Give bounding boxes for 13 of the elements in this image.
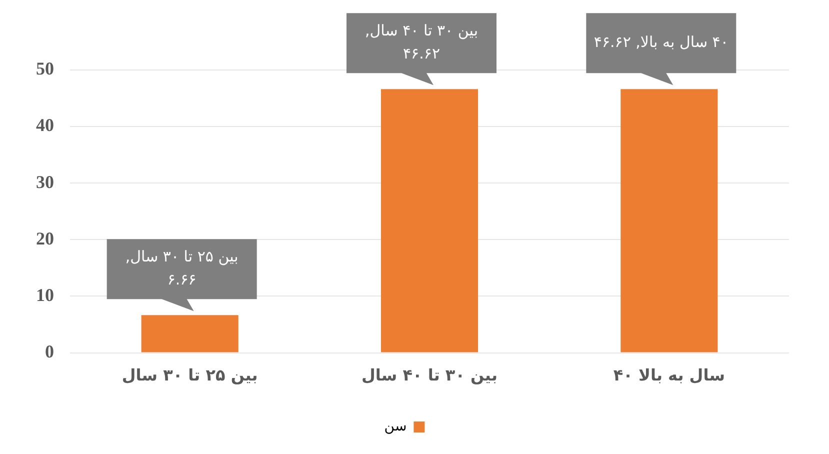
data-label: بین ۲۵ تا ۳۰ سال, ۶.۶۶ — [125, 248, 238, 289]
y-tick-label: 20 — [36, 228, 54, 248]
y-tick-label: 40 — [36, 115, 54, 136]
x-tick-label: ۴۰ سال به بالا — [613, 366, 725, 385]
legend-label: سن — [384, 418, 407, 435]
x-tick-label: بین ۲۵ تا ۳۰ سال — [122, 366, 258, 385]
y-tick-label: 50 — [36, 58, 54, 79]
y-tick-label: 0 — [45, 341, 54, 362]
y-tick-label: 10 — [36, 284, 54, 305]
x-tick-label: بین ۳۰ تا ۴۰ سال — [362, 366, 498, 385]
data-label: ۴۰ سال به بالا, ۴۶.۶۲ — [594, 33, 728, 52]
data-label: بین ۳۰ تا ۴۰ سال, ۴۶.۶۲ — [365, 22, 478, 63]
y-tick-label: 30 — [36, 172, 54, 192]
